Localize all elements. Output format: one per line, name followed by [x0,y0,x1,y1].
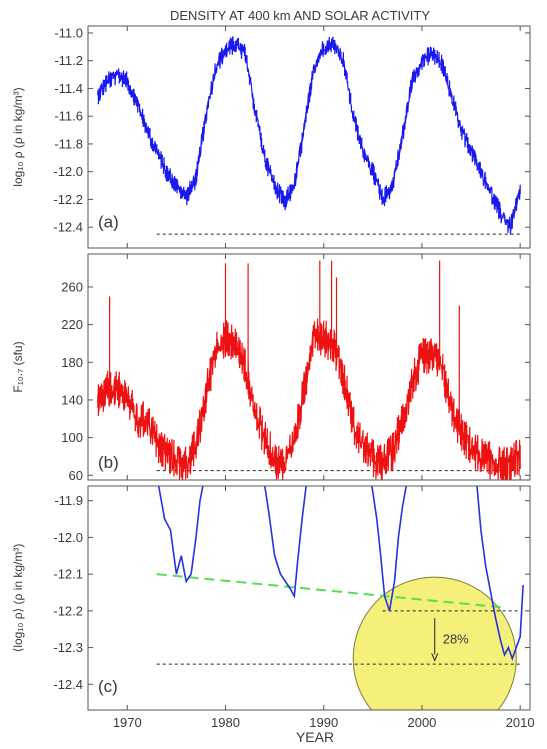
y-tick-label: -11.2 [54,53,83,68]
y-tick-label: -11.8 [54,136,83,151]
x-tick-label: 1990 [309,715,338,730]
y-tick-label: -11.9 [54,493,83,508]
plot-area [97,260,521,480]
x-tick-label: 2000 [407,715,436,730]
y-tick-label: -11.6 [54,109,83,124]
y-tick-label: 220 [61,317,83,332]
y-tick-label: -12.0 [53,164,83,179]
y-tick-label: 180 [61,355,83,370]
y-tick-label: -11.4 [54,81,83,96]
series-line [97,36,521,235]
y-tick-label: -11.0 [54,25,83,40]
plot-area [97,36,521,235]
panel-b-f107-flux: 60 100 140 180 220 260 (b) F₁₀.₇ (sfu) [11,253,531,483]
y-tick-label: -12.1 [53,567,83,582]
y-tick-label: 100 [61,430,83,445]
series-line-segment-1 [157,486,204,584]
y-tick-label: 140 [61,392,83,407]
panel-frame [87,253,531,481]
panel-a-density: -11.0 -11.2 -11.4 -11.6 -11.8 -12.0 -12.2 -12.4… [11,25,531,249]
x-tick-label: 1970 [113,715,142,730]
x-axis-label: YEAR [296,729,334,745]
y-axis-label: F₁₀.₇ (sfu) [11,341,25,392]
series-line-segment-4 [476,486,524,661]
y-tick-label: -12.4 [53,677,83,692]
x-tick-label: 2010 [506,715,535,730]
arrow-head [431,653,439,662]
panel-frame [87,485,531,711]
panel-c-mean-density: 28% -11.9 -12.0 -12.1 -12.2 -12.3 -12.4 1970 198… [11,485,535,730]
panel-label: (b) [98,453,119,472]
y-axis-label: ⟨log₁₀ ρ⟩ (ρ in kg/m³) [11,544,25,653]
y-tick-label: -12.2 [53,192,83,207]
y-tick-label: 60 [69,468,83,483]
panel-label: (a) [98,213,119,232]
trend-line [156,573,501,609]
y-tick-label: -12.2 [53,603,83,618]
panel-frame [87,25,531,249]
y-tick-label: -12.0 [53,530,83,545]
y-axis-label: log₁₀ ρ (ρ in kg/m³) [11,87,25,186]
panel-label: (c) [98,677,118,696]
x-tick-label: 1980 [211,715,240,730]
y-tick-label: -12.3 [53,640,83,655]
plot-area: 28% [156,486,524,710]
y-tick-label: -12.4 [53,220,83,235]
series-line-segment-3 [371,486,407,612]
series-line-segment-2 [264,486,307,599]
chart-title: DENSITY AT 400 km AND SOLAR ACTIVITY [170,8,430,23]
annotation-label: 28% [443,631,469,646]
series-line [97,318,521,480]
y-tick-label: 260 [61,279,83,294]
